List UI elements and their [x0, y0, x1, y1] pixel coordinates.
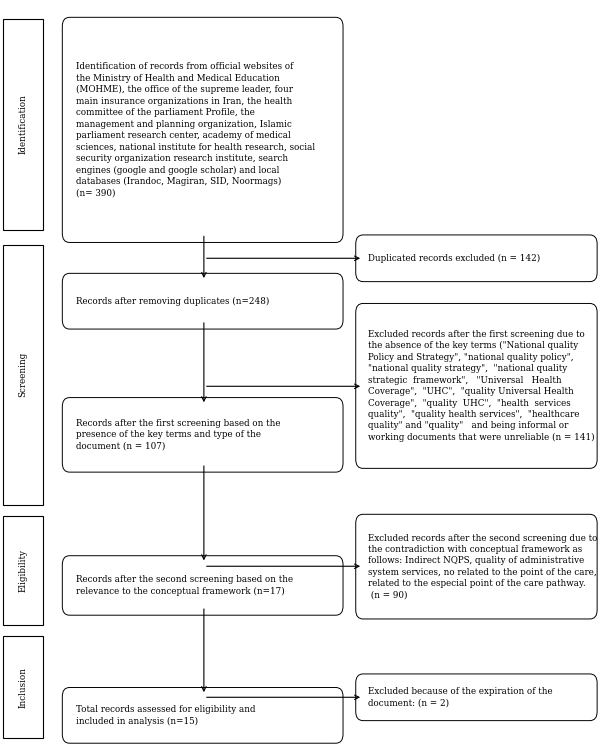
Text: Records after the second screening based on the
relevance to the conceptual fram: Records after the second screening based… — [76, 575, 293, 596]
Text: Screening: Screening — [19, 352, 27, 398]
FancyBboxPatch shape — [356, 235, 597, 282]
FancyBboxPatch shape — [62, 17, 343, 242]
Text: Identification: Identification — [19, 94, 27, 154]
FancyBboxPatch shape — [3, 516, 43, 625]
Text: Records after removing duplicates (n=248): Records after removing duplicates (n=248… — [76, 297, 269, 306]
Text: Total records assessed for eligibility and
included in analysis (n=15): Total records assessed for eligibility a… — [76, 705, 255, 726]
Text: Identification of records from official websites of
the Ministry of Health and M: Identification of records from official … — [76, 62, 315, 197]
FancyBboxPatch shape — [3, 636, 43, 738]
Text: Excluded because of the expiration of the
document: (n = 2): Excluded because of the expiration of th… — [368, 687, 552, 708]
Text: Excluded records after the second screening due to
the contradiction with concep: Excluded records after the second screen… — [368, 534, 597, 599]
Text: Duplicated records excluded (n = 142): Duplicated records excluded (n = 142) — [368, 254, 540, 263]
FancyBboxPatch shape — [356, 674, 597, 721]
Text: Eligibility: Eligibility — [19, 549, 27, 592]
FancyBboxPatch shape — [3, 245, 43, 505]
FancyBboxPatch shape — [3, 19, 43, 230]
Text: Inclusion: Inclusion — [19, 666, 27, 708]
FancyBboxPatch shape — [62, 398, 343, 472]
FancyBboxPatch shape — [62, 273, 343, 329]
FancyBboxPatch shape — [62, 556, 343, 615]
Text: Excluded records after the first screening due to
the absence of the key terms (: Excluded records after the first screeni… — [368, 330, 595, 442]
Text: Records after the first screening based on the
presence of the key terms and typ: Records after the first screening based … — [76, 419, 280, 451]
FancyBboxPatch shape — [356, 514, 597, 619]
FancyBboxPatch shape — [62, 687, 343, 743]
FancyBboxPatch shape — [356, 303, 597, 468]
